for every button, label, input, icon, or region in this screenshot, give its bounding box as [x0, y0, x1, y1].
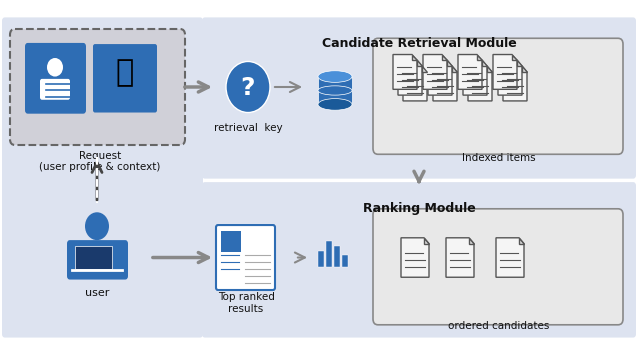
FancyBboxPatch shape	[25, 43, 86, 114]
Polygon shape	[503, 66, 527, 101]
Polygon shape	[433, 66, 457, 101]
Text: Request
(user profile & context): Request (user profile & context)	[39, 151, 161, 172]
Polygon shape	[401, 238, 429, 277]
Ellipse shape	[318, 71, 352, 82]
Text: user: user	[85, 288, 109, 298]
Polygon shape	[424, 238, 429, 244]
Text: retrieval  key: retrieval key	[214, 123, 282, 133]
Polygon shape	[463, 60, 487, 95]
FancyBboxPatch shape	[75, 246, 112, 269]
FancyBboxPatch shape	[318, 77, 352, 104]
Polygon shape	[522, 66, 527, 72]
Polygon shape	[428, 60, 452, 95]
FancyBboxPatch shape	[93, 44, 157, 112]
Polygon shape	[393, 55, 417, 89]
Ellipse shape	[318, 98, 352, 110]
Polygon shape	[447, 60, 452, 66]
Bar	[318, 251, 324, 267]
Polygon shape	[422, 66, 427, 72]
Text: 📅: 📅	[116, 58, 134, 88]
Polygon shape	[452, 66, 457, 72]
Text: ?: ?	[241, 76, 255, 100]
Polygon shape	[403, 66, 427, 101]
Polygon shape	[496, 238, 524, 277]
Polygon shape	[468, 66, 492, 101]
Polygon shape	[458, 55, 482, 89]
FancyBboxPatch shape	[202, 182, 636, 338]
FancyBboxPatch shape	[373, 209, 623, 325]
FancyBboxPatch shape	[373, 38, 623, 154]
Polygon shape	[398, 60, 422, 95]
Text: Indexed items: Indexed items	[462, 153, 536, 163]
Polygon shape	[417, 60, 422, 66]
Text: Top ranked
results: Top ranked results	[218, 292, 275, 314]
Circle shape	[85, 212, 109, 240]
Circle shape	[47, 58, 63, 77]
Circle shape	[226, 62, 270, 112]
Text: Candidate Retrieval Module: Candidate Retrieval Module	[322, 37, 516, 50]
Text: ordered candidates: ordered candidates	[448, 321, 550, 331]
Bar	[342, 255, 348, 267]
Polygon shape	[477, 55, 482, 60]
Polygon shape	[442, 55, 447, 60]
Polygon shape	[498, 60, 522, 95]
FancyBboxPatch shape	[67, 240, 128, 279]
Text: Ranking Module: Ranking Module	[363, 202, 476, 215]
FancyBboxPatch shape	[10, 29, 185, 145]
Polygon shape	[512, 55, 517, 60]
FancyBboxPatch shape	[202, 17, 636, 179]
FancyBboxPatch shape	[40, 79, 70, 100]
Polygon shape	[493, 55, 517, 89]
FancyBboxPatch shape	[2, 17, 203, 338]
Polygon shape	[412, 55, 417, 60]
Polygon shape	[469, 238, 474, 244]
Polygon shape	[519, 238, 524, 244]
Polygon shape	[482, 60, 487, 66]
Ellipse shape	[318, 86, 352, 95]
Bar	[334, 246, 340, 267]
Polygon shape	[423, 55, 447, 89]
Polygon shape	[517, 60, 522, 66]
FancyBboxPatch shape	[216, 225, 275, 290]
Polygon shape	[446, 238, 474, 277]
Bar	[221, 231, 241, 252]
Polygon shape	[487, 66, 492, 72]
Bar	[326, 241, 332, 267]
